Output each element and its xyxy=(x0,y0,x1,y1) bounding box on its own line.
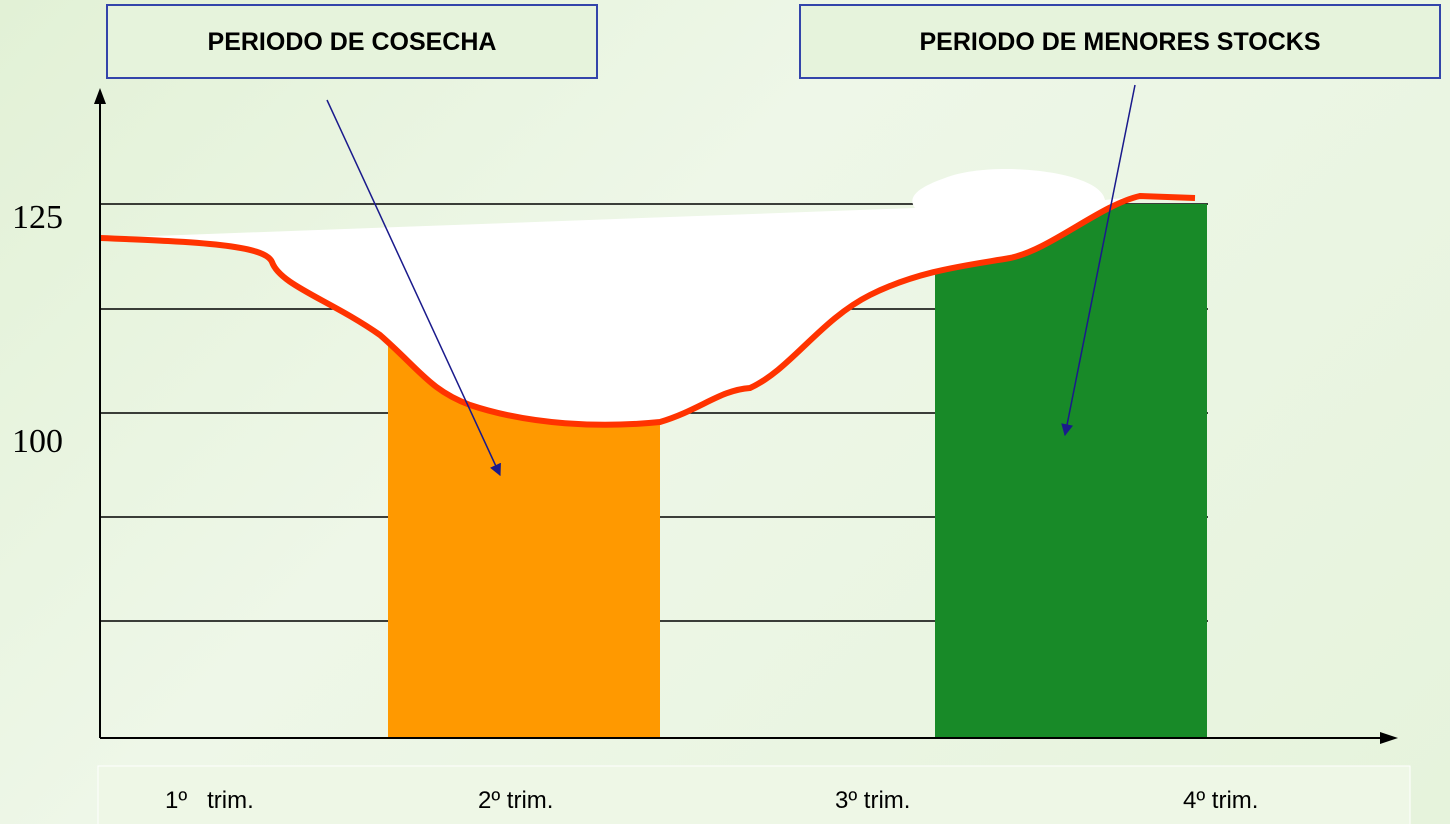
quarter-label: 4º trim. xyxy=(1183,787,1258,814)
quarter-label: 3º trim. xyxy=(835,787,910,814)
quarter-label: 2º trim. xyxy=(478,787,553,814)
y-label: 100 xyxy=(12,423,63,460)
y-label: 125 xyxy=(12,199,63,236)
y-arrow xyxy=(94,88,106,104)
label-box xyxy=(106,4,598,79)
arrow xyxy=(326,99,501,477)
arrow xyxy=(1061,84,1136,437)
stock-curve xyxy=(99,192,1196,428)
stocks-bar xyxy=(935,204,1207,738)
quarter-bar xyxy=(97,765,1411,824)
x-arrow xyxy=(1380,732,1398,744)
quarter-label: 1º trim. xyxy=(165,787,254,814)
white-area xyxy=(100,169,1140,425)
label-box xyxy=(799,4,1441,79)
label: PERIODO DE COSECHA xyxy=(208,28,497,56)
label: PERIODO DE MENORES STOCKS xyxy=(920,28,1321,56)
